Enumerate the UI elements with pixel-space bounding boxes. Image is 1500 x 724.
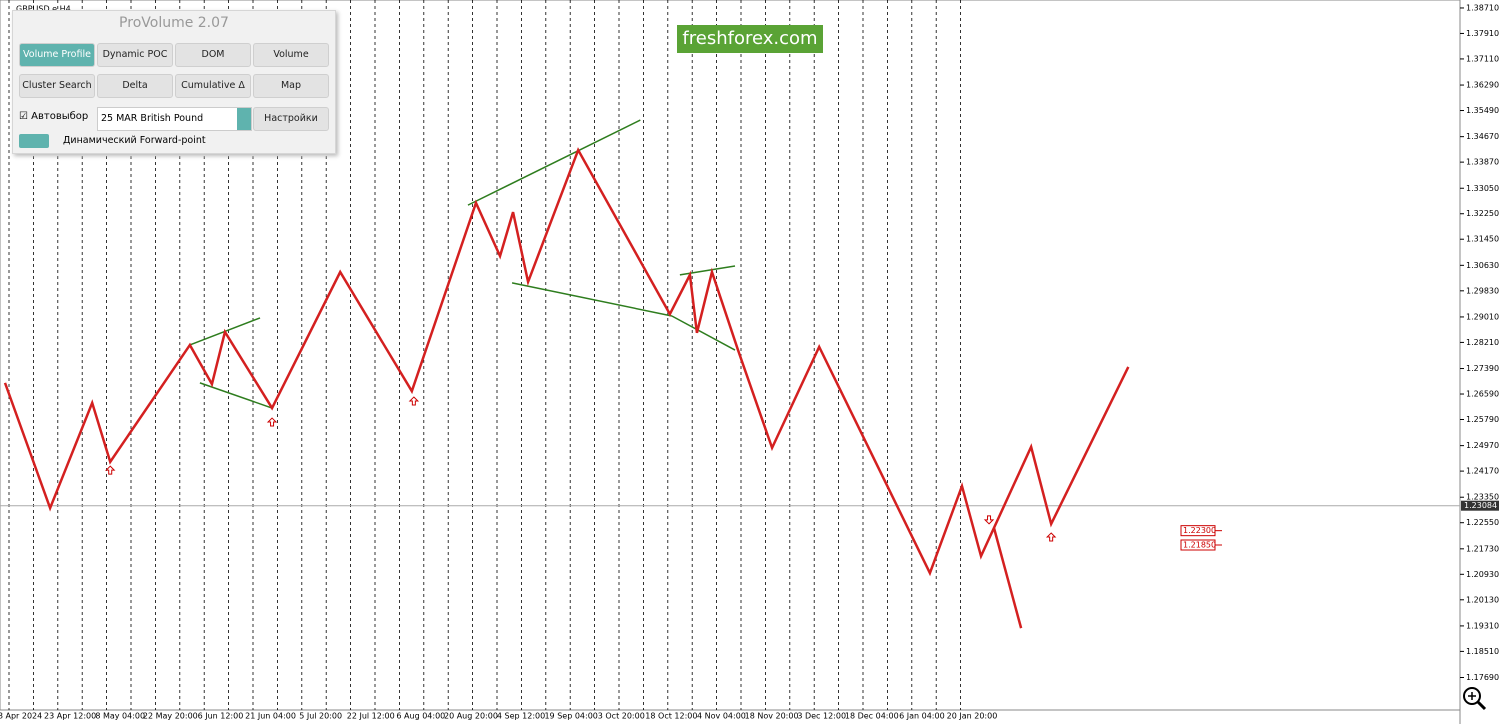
x-tick-label: 18 Dec 04:00 bbox=[845, 712, 899, 721]
signal-arrow bbox=[983, 515, 995, 525]
zigzag bbox=[3, 147, 1130, 577]
x-tick-label: 18 Nov 20:00 bbox=[745, 712, 799, 721]
current-price-box bbox=[1461, 500, 1499, 511]
x-tick-label: 18 Oct 12:00 bbox=[645, 712, 697, 721]
x-tick-label: 19 Sep 04:00 bbox=[544, 712, 597, 721]
y-tick-label: 1.20130 bbox=[1466, 595, 1499, 604]
x-tick-label: 8 May 04:00 bbox=[95, 712, 145, 721]
indicator-button[interactable]: Delta bbox=[97, 74, 173, 98]
y-tick-label: 1.19310 bbox=[1466, 621, 1499, 630]
y-tick-label: 1.31450 bbox=[1466, 235, 1499, 244]
symbol: GBPUSD.e,H4 bbox=[16, 5, 71, 14]
y-tick-label: 1.20930 bbox=[1466, 570, 1499, 579]
trendline bbox=[467, 119, 641, 206]
indicator-button[interactable]: Volume Profile bbox=[19, 43, 95, 67]
level-label: 1.22300 bbox=[1183, 526, 1216, 535]
x-tick-label: 6 Jan 04:00 bbox=[899, 712, 945, 721]
x-tick-label: 4 Nov 04:00 bbox=[697, 712, 746, 721]
indicator-button[interactable]: Cluster Search bbox=[19, 74, 95, 98]
signal-arrow bbox=[408, 396, 420, 406]
x-tick-label: 20 Jan 20:00 bbox=[947, 712, 998, 721]
auto-select-label: Автовыбор bbox=[31, 111, 89, 122]
trendline bbox=[679, 265, 736, 276]
trendline bbox=[671, 315, 736, 351]
toggle[interactable] bbox=[19, 134, 49, 148]
x-tick-label: 6 Jun 12:00 bbox=[198, 712, 244, 721]
x-tick-label: 22 May 20:00 bbox=[143, 712, 198, 721]
indicator-button[interactable]: Cumulative Δ bbox=[175, 74, 251, 98]
level-box bbox=[1180, 525, 1216, 537]
x-tick-label: 4 Sep 12:00 bbox=[497, 712, 545, 721]
y-tick-label: 1.27390 bbox=[1466, 364, 1499, 373]
signal-arrow bbox=[1045, 532, 1057, 542]
y-tick-label: 1.22550 bbox=[1466, 518, 1499, 527]
signal-arrow bbox=[105, 465, 116, 475]
y-tick-label: 1.32250 bbox=[1466, 209, 1499, 218]
panel-title: ProVolume 2.07 bbox=[119, 15, 229, 31]
y-tick-label: 1.35490 bbox=[1466, 106, 1499, 115]
x-tick-label: 5 Jul 20:00 bbox=[299, 712, 342, 721]
x-tick-label: 6 Aug 04:00 bbox=[396, 712, 445, 721]
y-tick-label: 1.38710 bbox=[1466, 3, 1499, 12]
zoom-icon[interactable] bbox=[1463, 687, 1487, 711]
y-tick-label: 1.29010 bbox=[1466, 312, 1499, 321]
signal-arrow bbox=[266, 417, 278, 427]
indicator-button[interactable]: Volume bbox=[253, 43, 329, 67]
y-tick-label: 1.30630 bbox=[1466, 261, 1499, 270]
y-tick-label: 1.17690 bbox=[1466, 673, 1499, 682]
y-tick-label: 1.21730 bbox=[1466, 544, 1499, 553]
zigzag bbox=[992, 527, 1023, 629]
indicator-button[interactable]: Map bbox=[253, 74, 329, 98]
instrument: 25 MAR British Pound bbox=[101, 113, 204, 124]
forward-point: Динамический Forward-point bbox=[63, 135, 206, 146]
y-tick-label: 1.18510 bbox=[1466, 647, 1499, 656]
y-tick-label: 1.37110 bbox=[1466, 54, 1499, 63]
y-tick-label: 1.23350 bbox=[1466, 493, 1499, 502]
y-tick-label: 1.33050 bbox=[1466, 184, 1499, 193]
trendline bbox=[511, 282, 673, 317]
y-tick-label: 1.24970 bbox=[1466, 441, 1499, 450]
y-tick-label: 1.25790 bbox=[1466, 415, 1499, 424]
indicator-button[interactable]: Dynamic POC bbox=[97, 43, 173, 67]
settings-button[interactable]: Настройки bbox=[253, 107, 329, 131]
x-tick-label: 3 Dec 12:00 bbox=[797, 712, 846, 721]
y-tick-label: 1.37910 bbox=[1466, 29, 1499, 38]
y-tick-label: 1.26590 bbox=[1466, 390, 1499, 399]
level-box bbox=[1180, 539, 1216, 551]
logo: freshforex.com bbox=[677, 25, 823, 53]
y-tick-label: 1.36290 bbox=[1466, 81, 1499, 90]
y-tick-label: 1.33870 bbox=[1466, 158, 1499, 167]
x-tick-label: 8 Apr 2024 bbox=[0, 712, 42, 721]
x-tick-label: 20 Aug 20:00 bbox=[444, 712, 498, 721]
auto-select[interactable]: ☑ Автовыбор bbox=[19, 111, 89, 122]
indicator-button[interactable]: DOM bbox=[175, 43, 251, 67]
x-tick-label: 23 Apr 12:00 bbox=[44, 712, 96, 721]
x-tick-label: 21 Jun 04:00 bbox=[245, 712, 296, 721]
current-price-label: 1.23084 bbox=[1464, 501, 1497, 510]
y-tick-label: 1.28210 bbox=[1466, 338, 1499, 347]
y-tick-label: 1.34670 bbox=[1466, 132, 1499, 141]
x-tick-label: 3 Oct 20:00 bbox=[598, 712, 645, 721]
provolume-panel: ProVolume 2.07 Volume Profile Dynamic POC… bbox=[12, 10, 336, 154]
y-tick-label: 1.24170 bbox=[1466, 467, 1499, 476]
y-tick-label: 1.29830 bbox=[1466, 286, 1499, 295]
level-label: 1.21850 bbox=[1183, 541, 1216, 550]
x-tick-label: 22 Jul 12:00 bbox=[347, 712, 395, 721]
trendline bbox=[199, 382, 273, 409]
instrument-select[interactable]: 25 MAR British Pound bbox=[97, 107, 252, 131]
